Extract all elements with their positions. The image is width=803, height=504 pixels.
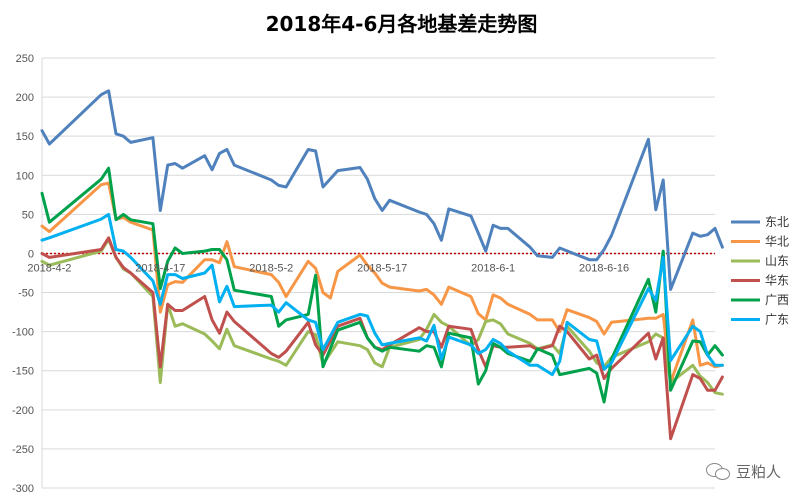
- x-tick-label: 2018-6-16: [579, 262, 629, 274]
- y-tick-label: 50: [22, 209, 34, 221]
- legend-label: 东北: [765, 215, 789, 229]
- legend-label: 广东: [765, 313, 789, 327]
- watermark: 豆粕人: [705, 461, 781, 482]
- series-line-1: [40, 181, 724, 384]
- series-line-2: [40, 237, 724, 396]
- y-axis: -300 -250 -200 -150 -100 -50 0 50 100 150 200 250: [12, 53, 43, 495]
- chart-title: 2018年4-6月各地基差走势图: [265, 12, 538, 36]
- series-lines: [40, 89, 724, 441]
- x-tick-label: 2018-6-1: [471, 262, 515, 274]
- y-tick-label: 0: [28, 248, 34, 260]
- y-tick-label: -100: [12, 327, 34, 339]
- y-tick-label: -250: [12, 444, 34, 456]
- y-tick-label: -50: [18, 288, 34, 300]
- y-tick-label: 100: [16, 170, 34, 182]
- grid-lines: [42, 57, 715, 489]
- x-tick-label: 2018-5-17: [357, 262, 407, 274]
- x-tick-label: 2018-4-17: [135, 262, 185, 274]
- watermark-text: 豆粕人: [735, 463, 781, 481]
- wechat-icon: [705, 462, 730, 481]
- series-line-5: [40, 212, 724, 377]
- x-tick-label: 2018-4-2: [27, 262, 71, 274]
- y-tick-label: 150: [16, 131, 34, 143]
- y-tick-label: 200: [16, 92, 34, 104]
- y-tick-label: -300: [12, 483, 34, 495]
- series-line-4: [40, 166, 724, 404]
- legend-label: 华东: [765, 274, 789, 288]
- x-tick-label: 2018-5-2: [249, 262, 293, 274]
- y-tick-label: 250: [16, 53, 34, 65]
- legend-label: 广西: [765, 293, 789, 307]
- series-line-0: [40, 89, 724, 291]
- y-tick-label: -200: [12, 405, 34, 417]
- legend-label: 山东: [765, 254, 789, 268]
- y-tick-label: -150: [12, 366, 34, 378]
- x-axis: 2018-4-2 2018-4-17 2018-5-2 2018-5-17 2018-6…: [27, 262, 629, 274]
- legend-label: 华北: [765, 235, 789, 249]
